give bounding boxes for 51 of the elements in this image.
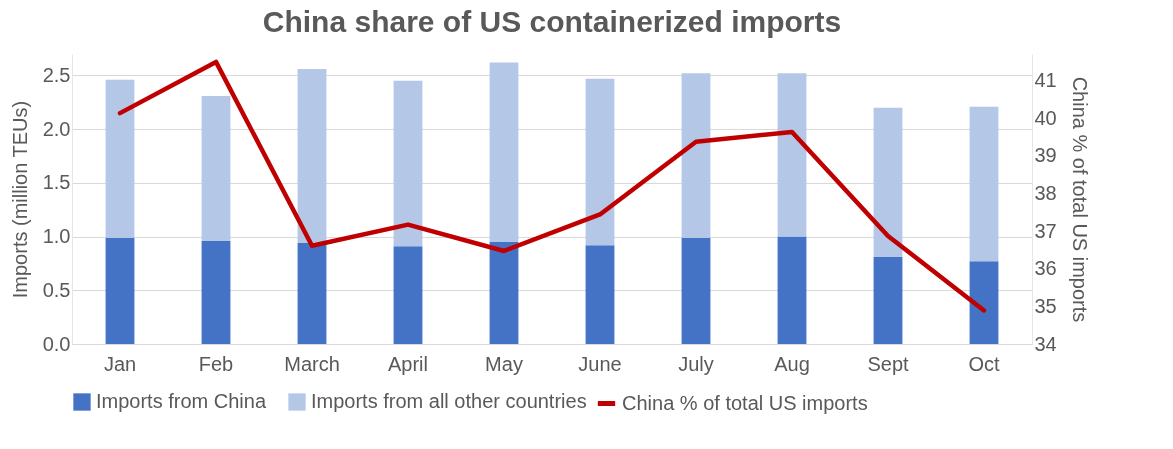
y-tick-label: 1.0 <box>42 225 71 248</box>
y-axis-title: Imports (million TEUs) <box>8 100 31 299</box>
y2-tick-label: 35 <box>1034 294 1057 317</box>
bar <box>489 62 519 242</box>
y-tick-label: 1.5 <box>42 171 71 194</box>
x-tick-label: Aug <box>774 352 810 375</box>
bar <box>777 73 807 237</box>
x-tick-label: July <box>678 352 714 375</box>
bar <box>297 69 327 244</box>
bar <box>105 237 135 344</box>
bar <box>585 78 615 246</box>
x-tick-label: June <box>578 352 622 375</box>
y2-tick-label: 34 <box>1034 332 1057 355</box>
legend-label: China % of total US imports <box>622 391 868 414</box>
y2-axis-title: China % of total US imports <box>1068 76 1091 323</box>
bar <box>873 257 903 344</box>
bar <box>201 240 231 344</box>
y2-tick-label: 38 <box>1034 181 1057 204</box>
bar <box>681 237 711 344</box>
y2-tick-label: 37 <box>1034 219 1057 242</box>
y-tick-label: 2.5 <box>42 63 71 86</box>
bar <box>489 241 519 344</box>
x-tick-label: April <box>387 352 429 375</box>
y-tick-label: 0.0 <box>42 332 71 355</box>
bar <box>393 80 423 247</box>
x-tick-label: Oct <box>968 352 1000 375</box>
x-tick-label: Jan <box>103 352 137 375</box>
y2-tick-label: 40 <box>1034 106 1057 129</box>
y2-tick-label: 41 <box>1034 68 1057 91</box>
bar <box>297 243 327 344</box>
y-tick-label: 2.0 <box>42 117 71 140</box>
bar <box>873 107 903 257</box>
x-tick-label: Sept <box>867 352 910 375</box>
x-tick-label: May <box>485 352 523 375</box>
x-tick-label: March <box>284 352 340 375</box>
bar <box>969 106 999 262</box>
bar <box>201 95 231 241</box>
y2-tick-label: 36 <box>1034 257 1057 280</box>
chart-title: China share of US containerized imports <box>262 5 842 38</box>
bar <box>777 236 807 344</box>
line-series <box>117 59 987 313</box>
x-tick-label: Feb <box>198 352 234 375</box>
y-tick-label: 0.5 <box>42 278 71 301</box>
legend-label: Imports from all other countries <box>311 390 587 412</box>
bar <box>585 245 615 344</box>
bar <box>681 73 711 238</box>
y2-tick-label: 39 <box>1034 144 1057 167</box>
bar <box>393 246 423 344</box>
bar <box>105 79 135 238</box>
legend-label: Imports from China <box>96 390 267 412</box>
bar <box>969 261 999 344</box>
